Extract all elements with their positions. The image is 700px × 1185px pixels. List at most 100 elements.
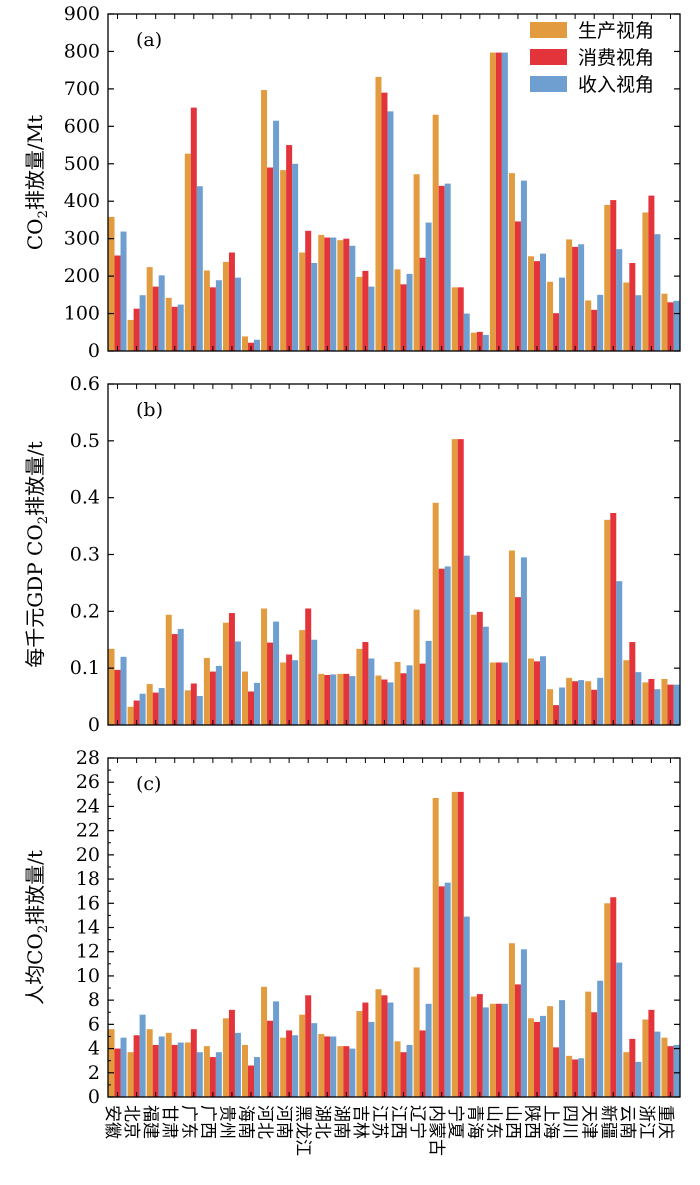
- plot-frame-0: [107, 13, 681, 352]
- bar-0-1-12: [343, 238, 350, 351]
- bar-2-0-25: [585, 991, 592, 1097]
- ylabel-0: CO2排放量/Mt: [23, 115, 51, 250]
- ylabel-subscript-2: 2: [36, 925, 51, 933]
- x-category-label-16: 辽宁: [407, 1105, 427, 1139]
- x-category-label-13: 吉林: [350, 1105, 370, 1139]
- bar-1-0-8: [261, 608, 268, 725]
- ytick-label-2-11: 22: [76, 820, 100, 842]
- bar-2-0-2: [146, 1029, 153, 1097]
- bar-2-2-14: [387, 1002, 394, 1097]
- bar-1-2-23: [559, 687, 566, 725]
- bar-0-2-7: [254, 339, 260, 351]
- bar-0-0-14: [375, 76, 382, 351]
- bar-1-2-25: [597, 677, 604, 725]
- bar-0-0-18: [451, 287, 458, 351]
- bar-0-0-22: [528, 256, 534, 351]
- bar-1-0-15: [394, 661, 401, 725]
- bar-0-1-0: [114, 255, 121, 351]
- ylabel-part-a-2: 人均CO: [23, 933, 47, 1005]
- bar-0-1-18: [457, 287, 464, 351]
- bar-2-2-1: [139, 1014, 146, 1097]
- bar-2-1-26: [610, 897, 617, 1097]
- bar-0-2-1: [139, 295, 146, 351]
- bar-2-0-19: [470, 996, 477, 1097]
- bar-0-2-19: [482, 334, 489, 351]
- ytick-label-0-8: 800: [64, 40, 100, 62]
- bar-0-2-22: [540, 253, 546, 351]
- bar-1-1-7: [248, 691, 254, 725]
- bar-0-1-2: [152, 286, 159, 351]
- bar-1-0-29: [661, 678, 668, 725]
- bar-1-2-26: [616, 581, 623, 725]
- bar-0-2-29: [673, 300, 680, 351]
- ytick-label-2-9: 18: [76, 868, 100, 890]
- bar-2-2-21: [520, 949, 527, 1097]
- ytick-label-2-13: 26: [76, 771, 100, 793]
- bar-0-1-13: [362, 270, 369, 351]
- bar-2-2-10: [311, 1023, 318, 1097]
- bar-1-2-2: [158, 688, 165, 725]
- legend-swatch-1: [530, 49, 567, 65]
- bar-2-1-25: [591, 1012, 598, 1097]
- bar-1-0-27: [623, 660, 630, 725]
- ytick-label-1-4: 0.4: [70, 487, 100, 509]
- bar-1-2-20: [501, 662, 508, 725]
- bar-2-1-2: [152, 1044, 159, 1097]
- ytick-label-2-10: 20: [76, 844, 100, 866]
- bar-2-0-29: [661, 1037, 668, 1097]
- bar-0-2-16: [425, 222, 432, 351]
- bar-0-2-5: [215, 280, 222, 351]
- bar-0-0-20: [489, 52, 496, 351]
- bar-0-0-13: [356, 276, 363, 351]
- bar-0-1-1: [133, 308, 140, 351]
- x-category-label-20: 山东: [483, 1105, 503, 1139]
- bar-2-1-27: [629, 1038, 636, 1097]
- bar-1-1-25: [591, 689, 598, 725]
- bar-0-1-26: [610, 200, 617, 351]
- bar-2-1-14: [381, 995, 388, 1097]
- bar-0-1-3: [171, 306, 178, 351]
- ytick-label-1-6: 0.6: [70, 373, 100, 395]
- x-category-label-14: 江苏: [369, 1105, 389, 1139]
- bar-1-1-12: [343, 673, 350, 725]
- bar-2-2-28: [654, 1031, 661, 1097]
- bar-1-0-14: [375, 675, 382, 725]
- bar-1-2-11: [330, 674, 337, 725]
- bar-0-2-28: [654, 234, 661, 351]
- panel-0: 0 100 200 300 400 500 600 700 800 900 (a) CO2排放量/Mt…: [23, 3, 681, 362]
- ytick-label-0-7: 700: [64, 78, 100, 100]
- plot-frame-1: [107, 383, 681, 726]
- x-category-label-6: 贵州: [216, 1105, 236, 1139]
- bar-2-1-28: [648, 1009, 655, 1097]
- x-category-label-11: 湖北: [312, 1105, 332, 1139]
- bar-1-0-1: [127, 706, 134, 725]
- bar-0-1-10: [305, 230, 312, 351]
- bar-1-1-23: [553, 705, 560, 725]
- bar-1-2-12: [349, 676, 356, 725]
- bar-2-2-24: [578, 1058, 585, 1097]
- legend-label-0: 生产视角: [578, 20, 654, 42]
- bar-2-1-3: [171, 1044, 178, 1097]
- bar-2-1-29: [667, 1046, 674, 1097]
- bar-0-1-24: [572, 246, 579, 351]
- bar-1-1-22: [534, 661, 540, 725]
- bar-0-1-27: [629, 263, 636, 351]
- x-category-label-10: 黑龙江: [293, 1105, 313, 1156]
- ytick-label-2-2: 4: [88, 1038, 100, 1060]
- panel-1: 0 0.1 0.2 0.3 0.4 0.5 0.6 (b) 每千元GDP CO2排放量/t: [23, 373, 681, 736]
- bar-0-1-14: [381, 92, 388, 351]
- bar-2-2-0: [120, 1037, 127, 1097]
- bar-2-2-9: [292, 1035, 299, 1097]
- bar-1-1-29: [667, 684, 674, 725]
- bar-0-0-11: [318, 234, 325, 351]
- bar-0-0-29: [661, 293, 668, 351]
- ylabel-subscript-1: 2: [36, 516, 51, 524]
- panel-label-2: (c): [136, 773, 161, 795]
- ytick-label-1-0: 0: [88, 714, 100, 736]
- bar-1-1-26: [610, 513, 617, 725]
- ytick-label-0-3: 300: [64, 228, 100, 250]
- bar-0-2-20: [501, 52, 508, 351]
- bar-1-1-14: [381, 679, 388, 725]
- bar-2-2-3: [177, 1042, 184, 1097]
